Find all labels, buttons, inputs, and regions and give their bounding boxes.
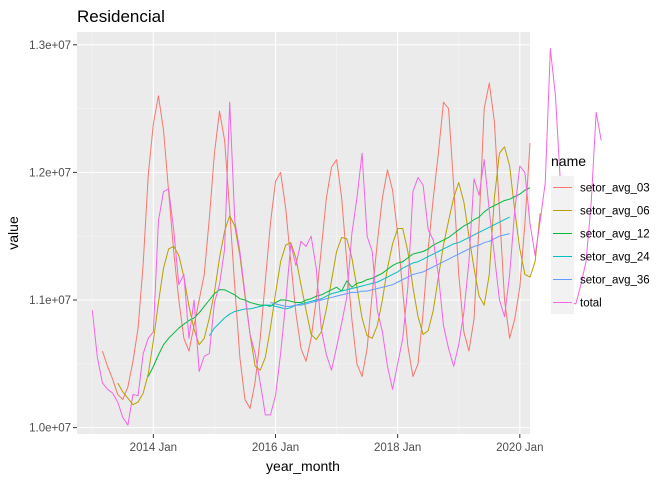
y-tick-label: 1.3e+07	[29, 40, 71, 52]
x-tick-label: 2018 Jan	[374, 442, 421, 454]
legend-items: setor_avg_03 setor_avg_06 setor_avg_12seto…	[551, 176, 650, 314]
y-tick-label: 1.2e+07	[29, 167, 71, 179]
x-tick-label: 2014 Jan	[130, 442, 177, 454]
legend-label-setor_avg_03: setor_avg_03	[580, 183, 650, 195]
series-lines	[91, 48, 602, 426]
legend-label-setor_avg_12: setor_avg_12	[580, 229, 650, 241]
legend-title: name	[551, 153, 586, 169]
series-line-setor_avg_24	[208, 216, 510, 337]
series-line-total	[91, 48, 602, 426]
legend-label-setor_avg_36: setor_avg_36	[580, 275, 650, 287]
x-axis: 2014 Jan 2016 Jan 2018 Jan 2020 Jan	[130, 434, 543, 454]
y-axis-title: value	[5, 216, 21, 250]
series-line-setor_avg_12	[147, 187, 531, 377]
x-axis-title: year_month	[266, 458, 340, 474]
y-axis: 1.0e+07 1.1e+07 1.2e+07 1.3e+07	[29, 40, 77, 435]
y-tick-label: 1.0e+07	[29, 423, 71, 435]
grid-minor	[77, 32, 530, 434]
x-tick-label: 2016 Jan	[252, 442, 299, 454]
x-tick-label: 2020 Jan	[496, 442, 543, 454]
legend-label-total: total	[580, 298, 602, 310]
legend-label-setor_avg_24: setor_avg_24	[580, 252, 650, 264]
legend: name setor_avg_03 setor_avg_06 setor_avg_1…	[551, 153, 650, 314]
chart-title: Residencial	[77, 7, 165, 26]
y-tick-label: 1.1e+07	[29, 295, 71, 307]
legend-label-setor_avg_06: setor_avg_06	[580, 206, 650, 218]
